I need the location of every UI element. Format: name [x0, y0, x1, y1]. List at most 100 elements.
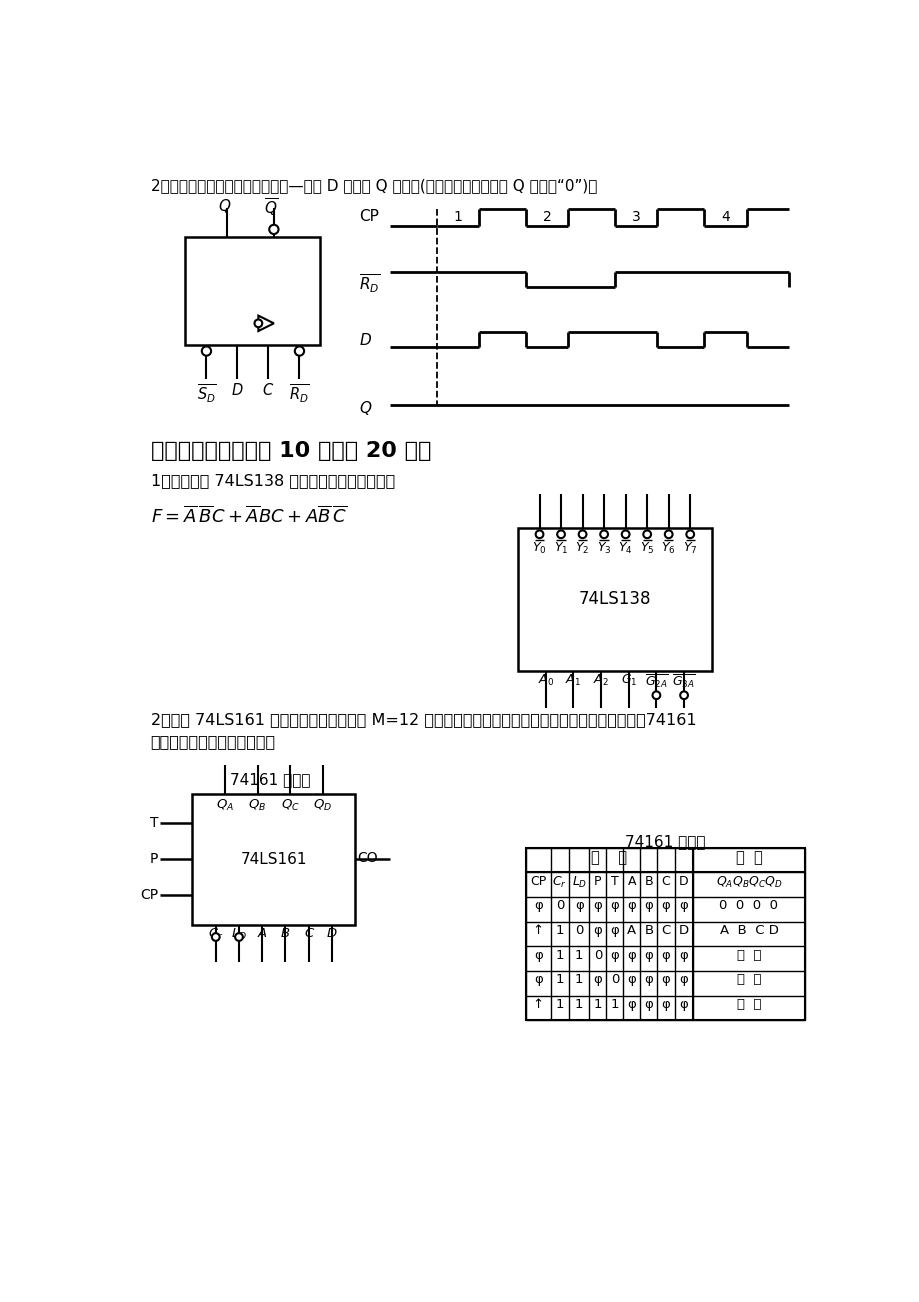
- Text: 4: 4: [720, 210, 729, 224]
- Circle shape: [535, 530, 543, 538]
- Bar: [525, 848, 804, 1021]
- Bar: [192, 794, 355, 924]
- Circle shape: [686, 530, 693, 538]
- Text: $C_r$: $C_r$: [208, 927, 223, 943]
- Text: $Y_1$: $Y_1$: [553, 540, 568, 556]
- Text: φ: φ: [644, 973, 652, 986]
- Text: 六、设计题（每小题 10 分，共 20 分）: 六、设计题（每小题 10 分，共 20 分）: [151, 441, 431, 461]
- Text: 74161 逻辑图: 74161 逻辑图: [230, 772, 310, 788]
- Text: $Y_2$: $Y_2$: [575, 540, 589, 556]
- Circle shape: [211, 934, 220, 941]
- Text: $Q_A$: $Q_A$: [216, 798, 233, 812]
- Text: C: C: [661, 924, 670, 937]
- Text: φ: φ: [661, 900, 670, 913]
- Text: φ: φ: [644, 900, 652, 913]
- Text: $G_1$: $G_1$: [619, 673, 636, 687]
- Text: φ: φ: [610, 949, 618, 962]
- Text: P: P: [594, 875, 601, 888]
- Text: 1: 1: [574, 949, 583, 962]
- Text: φ: φ: [593, 973, 602, 986]
- Text: φ: φ: [610, 900, 618, 913]
- Text: φ: φ: [661, 973, 670, 986]
- Text: $Q_D$: $Q_D$: [312, 798, 332, 812]
- Text: φ: φ: [533, 900, 542, 913]
- Text: 输  出: 输 出: [735, 850, 762, 865]
- Text: 74LS161: 74LS161: [241, 852, 307, 867]
- Text: $Q_B$: $Q_B$: [248, 798, 267, 812]
- Text: 2: 2: [542, 210, 550, 224]
- Text: φ: φ: [679, 997, 687, 1010]
- Text: B: B: [643, 924, 652, 937]
- Text: T: T: [610, 875, 618, 888]
- Circle shape: [599, 530, 607, 538]
- Text: C: C: [304, 927, 313, 940]
- Text: A: A: [257, 927, 267, 940]
- Text: φ: φ: [574, 900, 583, 913]
- Text: A: A: [627, 875, 635, 888]
- Circle shape: [269, 225, 278, 234]
- Text: B: B: [644, 875, 652, 888]
- Text: A  B  C D: A B C D: [719, 924, 777, 937]
- Text: $\overline{R_D}$: $\overline{R_D}$: [358, 272, 380, 294]
- Text: 计  数: 计 数: [736, 997, 760, 1010]
- Text: φ: φ: [593, 924, 602, 937]
- Text: $Y_7$: $Y_7$: [682, 540, 697, 556]
- Text: φ: φ: [679, 973, 687, 986]
- Text: 1、用译码器 74LS138 设计实现下列逻辑函数。: 1、用译码器 74LS138 设计实现下列逻辑函数。: [151, 474, 394, 488]
- Text: T: T: [150, 816, 158, 831]
- Text: $Y_5$: $Y_5$: [640, 540, 653, 556]
- Text: 2、利用 74LS161 四位二进制计数器实现 M=12 计数器（要求用反馈预置，状态按自然态序变化）。74161: 2、利用 74LS161 四位二进制计数器实现 M=12 计数器（要求用反馈预置…: [151, 712, 696, 728]
- Text: $Y_3$: $Y_3$: [596, 540, 611, 556]
- Text: P: P: [150, 853, 158, 866]
- Text: 0: 0: [574, 924, 583, 937]
- Text: D: D: [326, 927, 336, 940]
- Bar: [185, 237, 320, 345]
- Text: C: C: [661, 875, 670, 888]
- Text: φ: φ: [644, 997, 652, 1010]
- Circle shape: [255, 319, 262, 327]
- Text: 保  持: 保 持: [736, 949, 760, 962]
- Text: φ: φ: [627, 997, 636, 1010]
- Text: $Q_C$: $Q_C$: [280, 798, 300, 812]
- Text: $\mathit{F} = \overline{A}\,\overline{B}C + \overline{A}BC + A\overline{B}\,\ove: $\mathit{F} = \overline{A}\,\overline{B}…: [151, 505, 346, 526]
- Text: $A_2$: $A_2$: [593, 673, 608, 687]
- Text: $Q_A Q_B Q_C Q_D$: $Q_A Q_B Q_C Q_D$: [715, 875, 781, 889]
- Circle shape: [664, 530, 672, 538]
- Bar: [517, 529, 711, 671]
- Text: D: D: [678, 875, 688, 888]
- Text: 0: 0: [593, 949, 601, 962]
- Text: $\overline{G_{2A}}$: $\overline{G_{2A}}$: [644, 673, 667, 690]
- Text: φ: φ: [533, 973, 542, 986]
- Text: $Y_4$: $Y_4$: [618, 540, 632, 556]
- Text: $C_r$: $C_r$: [552, 875, 567, 889]
- Text: 1: 1: [610, 997, 618, 1010]
- Circle shape: [621, 530, 629, 538]
- Text: 1: 1: [574, 973, 583, 986]
- Text: CP: CP: [140, 888, 158, 902]
- Text: φ: φ: [661, 997, 670, 1010]
- Text: $Q$: $Q$: [217, 197, 231, 215]
- Text: ↑: ↑: [532, 997, 543, 1010]
- Text: D: D: [678, 924, 688, 937]
- Text: A: A: [627, 924, 636, 937]
- Text: 0: 0: [555, 900, 563, 913]
- Text: φ: φ: [679, 949, 687, 962]
- Text: $L_D$: $L_D$: [571, 875, 586, 889]
- Text: 1: 1: [453, 210, 462, 224]
- Polygon shape: [258, 315, 274, 331]
- Text: 保  持: 保 持: [736, 973, 760, 986]
- Circle shape: [294, 346, 304, 355]
- Text: 0: 0: [610, 973, 618, 986]
- Text: φ: φ: [610, 924, 618, 937]
- Text: 1: 1: [555, 997, 563, 1010]
- Text: $Y_0$: $Y_0$: [531, 540, 546, 556]
- Text: 0  0  0  0: 0 0 0 0: [719, 900, 777, 913]
- Text: CP: CP: [358, 208, 379, 224]
- Text: φ: φ: [679, 900, 687, 913]
- Text: 74LS138: 74LS138: [578, 590, 651, 608]
- Text: $A_0$: $A_0$: [537, 673, 553, 687]
- Text: $D$: $D$: [358, 332, 372, 348]
- Circle shape: [557, 530, 564, 538]
- Text: $\overline{S_D}$: $\overline{S_D}$: [197, 381, 216, 405]
- Text: $Y_6$: $Y_6$: [661, 540, 675, 556]
